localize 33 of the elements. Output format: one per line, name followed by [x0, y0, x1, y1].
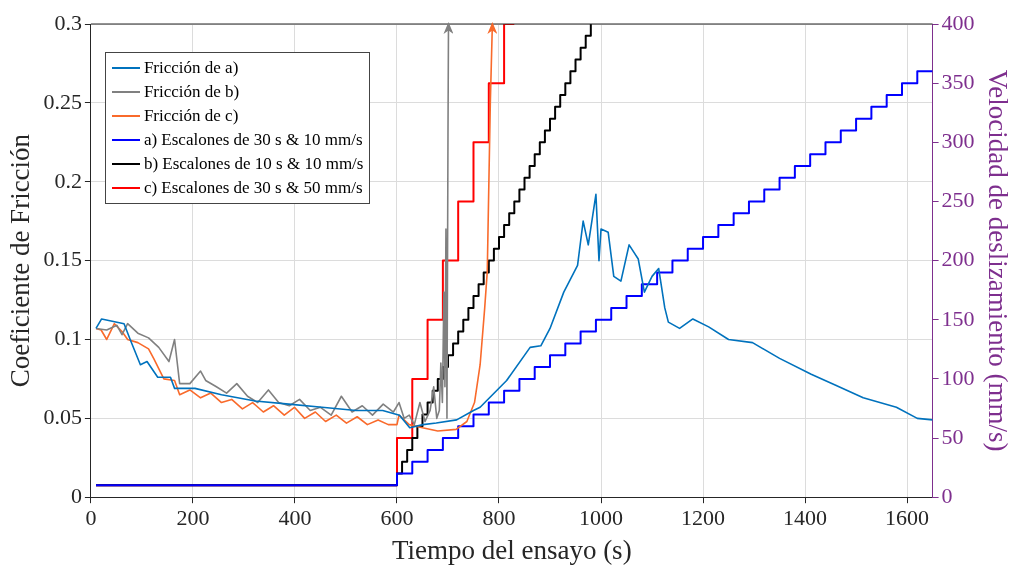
x-tick-label: 1200 — [681, 505, 726, 531]
y2-tick-label: 300 — [941, 128, 975, 154]
y-tick-label: 0.15 — [43, 246, 82, 272]
x-tick-label: 1400 — [783, 505, 828, 531]
y-tick-label: 0 — [70, 482, 82, 508]
y-tick-label: 0.05 — [43, 404, 82, 430]
legend-label: Fricción de c) — [143, 105, 239, 127]
legend-label: Fricción de b) — [143, 81, 240, 103]
x-tick-label: 600 — [380, 505, 414, 531]
y2-tick-label: 150 — [941, 305, 975, 331]
y2-tick-label: 350 — [941, 68, 975, 94]
y-tick-label: 0.3 — [54, 9, 82, 35]
legend-label: b) Escalones de 10 s & 10 mm/s — [143, 153, 364, 175]
x-tick-label: 800 — [482, 505, 516, 531]
y-tick-label: 0.25 — [43, 88, 82, 114]
y-tick-label: 0.1 — [54, 325, 82, 351]
y-axis-title: Coeficiente de Fricción — [5, 133, 36, 388]
x-tick-label: 200 — [176, 505, 210, 531]
y2-tick-label: 100 — [941, 364, 975, 390]
y2-tick-label: 200 — [941, 246, 975, 272]
y2-tick-label: 50 — [941, 423, 964, 449]
x-tick-label: 400 — [278, 505, 312, 531]
x-tick-label: 1600 — [885, 505, 930, 531]
legend-label: Fricción de a) — [143, 57, 239, 79]
y2-tick-label: 250 — [941, 187, 975, 213]
y2-tick-label: 400 — [941, 9, 975, 35]
legend-label: c) Escalones de 30 s & 50 mm/s — [143, 177, 363, 199]
legend-label: a) Escalones de 30 s & 10 mm/s — [143, 129, 363, 151]
x-axis-title: Tiempo del ensayo (s) — [391, 534, 632, 565]
y2-axis-title: Velocidad de deslizamiento (mm/s) — [982, 69, 1013, 452]
x-tick-label: 1000 — [579, 505, 624, 531]
y2-tick-label: 0 — [941, 482, 953, 508]
y-tick-label: 0.2 — [54, 167, 82, 193]
